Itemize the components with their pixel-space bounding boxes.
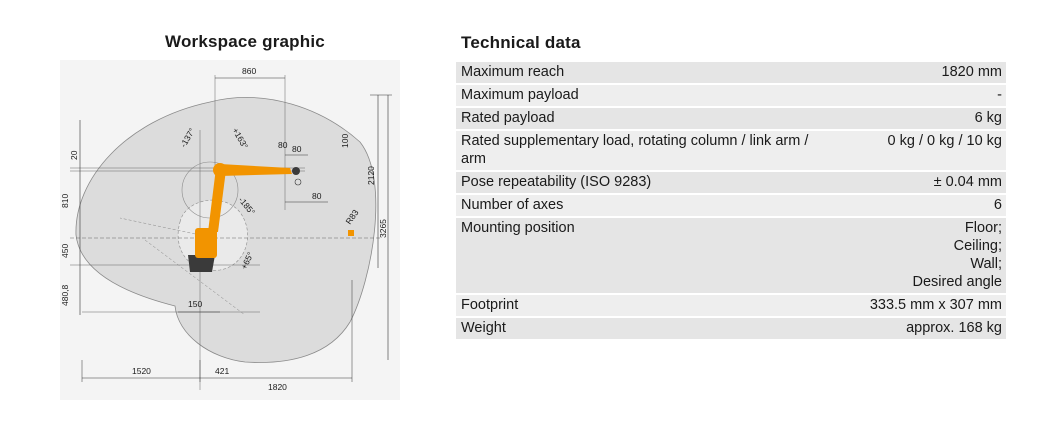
technical-data-table: Maximum reach 1820 mm Maximum payload - Rate… [456, 62, 1006, 341]
technical-data-title: Technical data [461, 33, 581, 52]
row-label: Footprint [461, 297, 519, 313]
row-label: Mounting position [461, 220, 575, 236]
row-value: 6 kg [825, 107, 1006, 130]
row-value-line: Wall; [970, 256, 1002, 272]
table-row: Rated supplementary load, rotating colum… [456, 130, 1006, 171]
table-row: Weight approx. 168 kg [456, 317, 1006, 340]
row-value-line: 6 kg [974, 110, 1002, 126]
row-value: 0 kg / 0 kg / 10 kg [825, 130, 1006, 171]
row-value: - [825, 84, 1006, 107]
dim-80-mid: 80 [278, 140, 288, 150]
row-value: 333.5 mm x 307 mm [825, 294, 1006, 317]
table-row: Maximum payload - [456, 84, 1006, 107]
row-label: Rated supplementary load, rotating colum… [461, 133, 809, 167]
row-value-line: Ceiling; [953, 238, 1002, 254]
workspace-diagram: 860 80 100 80 80 2120 3265 20 810 450 48… [60, 66, 392, 392]
row-value-line: Floor; [964, 220, 1002, 236]
dim-480-8: 480,8 [60, 284, 70, 306]
robot-icon [188, 163, 354, 272]
row-value-line: - [997, 87, 1002, 103]
table-row: Number of axes 6 [456, 194, 1006, 217]
dim-150: 150 [188, 299, 202, 309]
dim-80-top: 80 [292, 144, 302, 154]
table-row: Mounting position Floor; Ceiling; Wall; Desi… [456, 217, 1006, 294]
row-value: 1820 mm [825, 62, 1006, 84]
dim-20: 20 [69, 150, 79, 160]
dim-100: 100 [340, 134, 350, 148]
row-value: Floor; Ceiling; Wall; Desired angle [825, 217, 1006, 294]
table-row: Maximum reach 1820 mm [456, 62, 1006, 84]
dim-3265: 3265 [378, 219, 388, 238]
row-label: Rated payload [461, 110, 555, 126]
row-value-line: approx. 168 kg [906, 320, 1002, 336]
row-value-line: 333.5 mm x 307 mm [869, 297, 1002, 313]
table-row: Rated payload 6 kg [456, 107, 1006, 130]
row-value: ± 0.04 mm [825, 171, 1006, 194]
dim-421: 421 [215, 366, 229, 376]
dim-1820: 1820 [268, 382, 287, 392]
workspace-graphic: 860 80 100 80 80 2120 3265 20 810 450 48… [60, 60, 400, 400]
row-label: Weight [461, 320, 506, 336]
row-label: Pose repeatability (ISO 9283) [461, 174, 652, 190]
dim-860: 860 [242, 66, 256, 76]
dim-810: 810 [60, 194, 70, 208]
row-label: Maximum payload [461, 87, 579, 103]
row-label: Maximum reach [461, 64, 565, 80]
table-row: Footprint 333.5 mm x 307 mm [456, 294, 1006, 317]
row-value-line: Desired angle [912, 274, 1002, 290]
dim-2120: 2120 [366, 166, 376, 185]
row-value-line: 6 [993, 197, 1002, 213]
dim-80-low: 80 [312, 191, 322, 201]
row-label: Number of axes [461, 197, 564, 213]
row-value: approx. 168 kg [825, 317, 1006, 340]
table-row: Pose repeatability (ISO 9283) ± 0.04 mm [456, 171, 1006, 194]
row-value-line: 1820 mm [941, 64, 1002, 80]
workspace-graphic-title: Workspace graphic [165, 32, 325, 51]
row-value-line: ± 0.04 mm [933, 174, 1002, 190]
row-value-line: 0 kg / 0 kg / 10 kg [887, 133, 1002, 149]
row-value: 6 [825, 194, 1006, 217]
dim-1520: 1520 [132, 366, 151, 376]
dim-450: 450 [60, 244, 70, 258]
